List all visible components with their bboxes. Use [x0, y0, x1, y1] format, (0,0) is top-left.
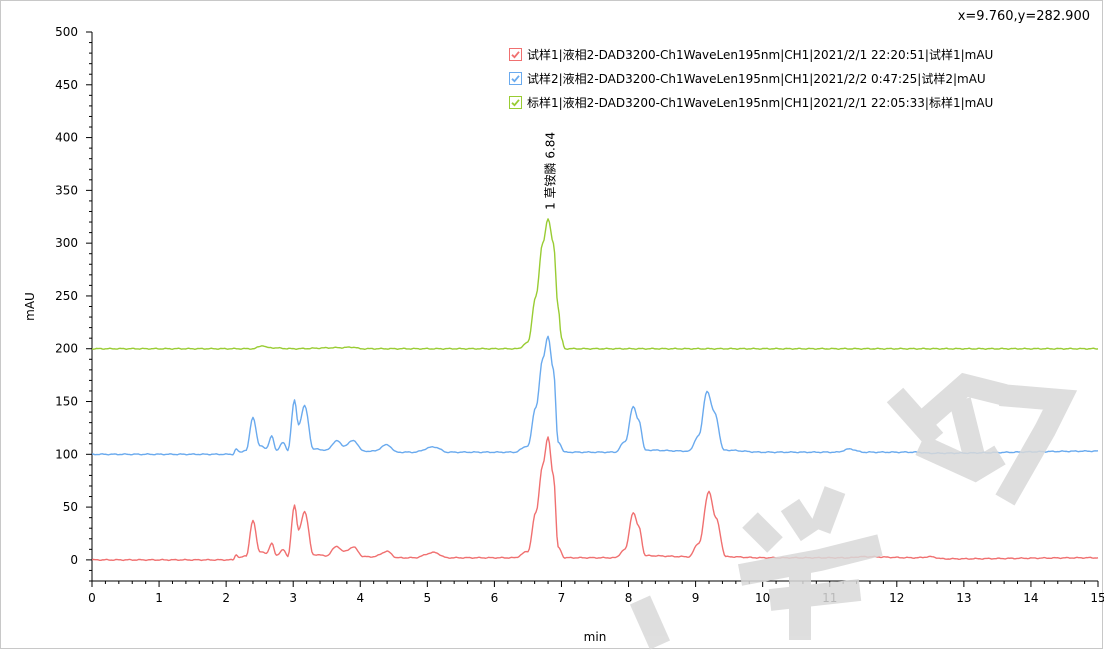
y-tick-label: 200 [55, 342, 78, 356]
peak-annotation: 1 草铵膦 6.84 [543, 132, 558, 210]
x-tick-label: 0 [88, 591, 96, 605]
check-icon [511, 74, 520, 83]
legend-checkbox[interactable] [509, 95, 522, 109]
x-tick-label: 4 [356, 591, 364, 605]
x-tick-label: 8 [625, 591, 633, 605]
coordinate-readout: x=9.760,y=282.900 [957, 9, 1090, 24]
y-tick-label: 50 [63, 500, 78, 514]
y-tick-label: 450 [55, 78, 78, 92]
series-line-1[interactable] [91, 436, 1099, 562]
y-tick-label: 100 [55, 447, 78, 461]
check-icon [511, 98, 520, 107]
y-axis-title: mAU [23, 292, 37, 321]
y-tick-label: 500 [55, 25, 78, 39]
y-tick-label: 150 [55, 395, 78, 409]
legend-checkbox[interactable] [509, 71, 522, 85]
x-tick-label: 11 [822, 591, 837, 605]
legend-label: 试样1|液相2-DAD3200-Ch1WaveLen195nm|CH1|2021… [527, 47, 994, 62]
x-tick-label: 12 [889, 591, 904, 605]
y-tick-label: 300 [55, 236, 78, 250]
x-tick-label: 7 [558, 591, 566, 605]
y-tick-label: 350 [55, 183, 78, 197]
legend-label: 试样2|液相2-DAD3200-Ch1WaveLen195nm|CH1|2021… [527, 71, 986, 86]
series-line-2[interactable] [91, 335, 1099, 456]
x-tick-label: 10 [755, 591, 770, 605]
y-tick-label: 0 [70, 553, 78, 567]
x-tick-label: 9 [692, 591, 700, 605]
x-tick-label: 3 [289, 591, 297, 605]
legend-item-2[interactable]: 试样2|液相2-DAD3200-Ch1WaveLen195nm|CH1|2021… [509, 66, 993, 90]
series-line-3[interactable] [91, 218, 1099, 351]
x-tick-label: 5 [424, 591, 432, 605]
check-icon [511, 50, 520, 59]
legend-item-3[interactable]: 标样1|液相2-DAD3200-Ch1WaveLen195nm|CH1|2021… [509, 90, 993, 114]
x-tick-label: 13 [956, 591, 971, 605]
x-axis-title: min [584, 630, 607, 644]
x-tick-label: 6 [491, 591, 499, 605]
legend-checkbox[interactable] [509, 47, 522, 61]
x-tick-label: 15 [1090, 591, 1104, 605]
legend-label: 标样1|液相2-DAD3200-Ch1WaveLen195nm|CH1|2021… [527, 95, 994, 110]
legend: 试样1|液相2-DAD3200-Ch1WaveLen195nm|CH1|2021… [509, 42, 993, 114]
x-tick-label: 1 [155, 591, 163, 605]
legend-item-1[interactable]: 试样1|液相2-DAD3200-Ch1WaveLen195nm|CH1|2021… [509, 42, 993, 66]
annotations: 1 草铵膦 6.84 [543, 132, 558, 210]
series-layer [91, 218, 1099, 562]
x-tick-label: 2 [222, 591, 230, 605]
y-tick-label: 400 [55, 131, 78, 145]
y-tick-label: 250 [55, 289, 78, 303]
x-tick-label: 14 [1023, 591, 1038, 605]
